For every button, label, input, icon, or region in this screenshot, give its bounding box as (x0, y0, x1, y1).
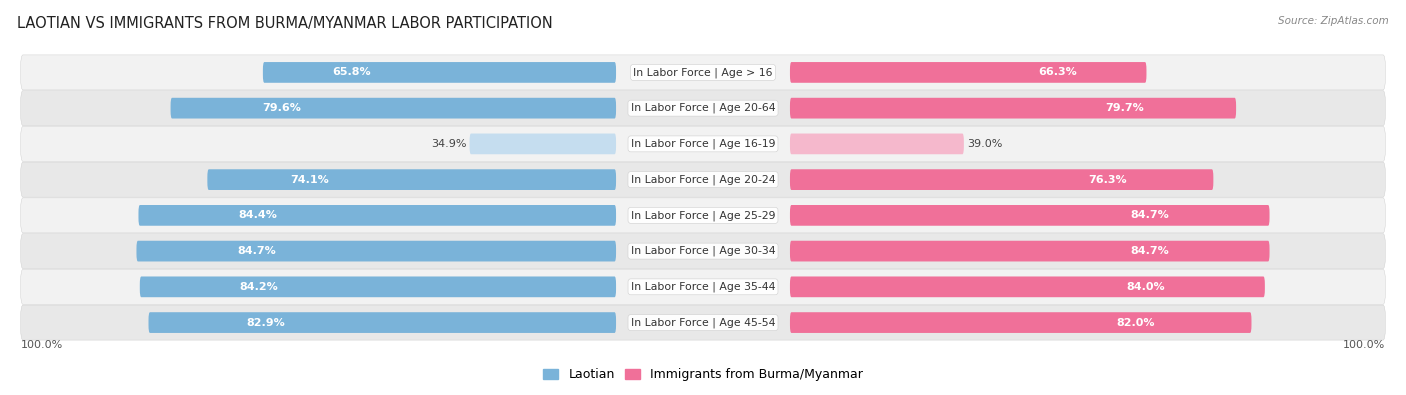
Text: 79.6%: 79.6% (263, 103, 301, 113)
FancyBboxPatch shape (790, 205, 1270, 226)
Text: LAOTIAN VS IMMIGRANTS FROM BURMA/MYANMAR LABOR PARTICIPATION: LAOTIAN VS IMMIGRANTS FROM BURMA/MYANMAR… (17, 16, 553, 31)
Text: 84.0%: 84.0% (1126, 282, 1166, 292)
FancyBboxPatch shape (21, 305, 1385, 340)
Text: In Labor Force | Age 35-44: In Labor Force | Age 35-44 (631, 282, 775, 292)
Text: In Labor Force | Age 20-24: In Labor Force | Age 20-24 (631, 174, 775, 185)
FancyBboxPatch shape (21, 162, 1385, 197)
FancyBboxPatch shape (21, 55, 1385, 90)
Text: In Labor Force | Age 25-29: In Labor Force | Age 25-29 (631, 210, 775, 221)
Text: 39.0%: 39.0% (967, 139, 1002, 149)
FancyBboxPatch shape (21, 90, 1385, 126)
Text: 84.7%: 84.7% (1130, 211, 1168, 220)
Text: 82.9%: 82.9% (246, 318, 285, 327)
FancyBboxPatch shape (263, 62, 616, 83)
Text: In Labor Force | Age 45-54: In Labor Force | Age 45-54 (631, 317, 775, 328)
FancyBboxPatch shape (790, 169, 1213, 190)
Text: 100.0%: 100.0% (1343, 340, 1385, 350)
Text: 82.0%: 82.0% (1116, 318, 1156, 327)
FancyBboxPatch shape (139, 276, 616, 297)
Text: 84.4%: 84.4% (239, 211, 277, 220)
Text: In Labor Force | Age 20-64: In Labor Force | Age 20-64 (631, 103, 775, 113)
Text: 66.3%: 66.3% (1038, 68, 1077, 77)
FancyBboxPatch shape (149, 312, 616, 333)
FancyBboxPatch shape (790, 312, 1251, 333)
Text: 74.1%: 74.1% (290, 175, 329, 184)
FancyBboxPatch shape (136, 241, 616, 261)
Text: 76.3%: 76.3% (1088, 175, 1126, 184)
FancyBboxPatch shape (790, 276, 1265, 297)
Text: In Labor Force | Age 16-19: In Labor Force | Age 16-19 (631, 139, 775, 149)
Text: Source: ZipAtlas.com: Source: ZipAtlas.com (1278, 16, 1389, 26)
FancyBboxPatch shape (470, 134, 616, 154)
Text: 84.2%: 84.2% (239, 282, 278, 292)
FancyBboxPatch shape (207, 169, 616, 190)
FancyBboxPatch shape (138, 205, 616, 226)
Text: 100.0%: 100.0% (21, 340, 63, 350)
Text: 65.8%: 65.8% (332, 68, 371, 77)
FancyBboxPatch shape (790, 98, 1236, 118)
Legend: Laotian, Immigrants from Burma/Myanmar: Laotian, Immigrants from Burma/Myanmar (538, 363, 868, 386)
Text: 79.7%: 79.7% (1105, 103, 1144, 113)
FancyBboxPatch shape (790, 241, 1270, 261)
Text: 84.7%: 84.7% (238, 246, 276, 256)
FancyBboxPatch shape (170, 98, 616, 118)
Text: In Labor Force | Age > 16: In Labor Force | Age > 16 (633, 67, 773, 78)
FancyBboxPatch shape (790, 134, 965, 154)
Text: In Labor Force | Age 30-34: In Labor Force | Age 30-34 (631, 246, 775, 256)
Text: 84.7%: 84.7% (1130, 246, 1168, 256)
FancyBboxPatch shape (21, 198, 1385, 233)
Text: 34.9%: 34.9% (430, 139, 467, 149)
FancyBboxPatch shape (790, 62, 1146, 83)
FancyBboxPatch shape (21, 233, 1385, 269)
FancyBboxPatch shape (21, 269, 1385, 305)
FancyBboxPatch shape (21, 126, 1385, 162)
